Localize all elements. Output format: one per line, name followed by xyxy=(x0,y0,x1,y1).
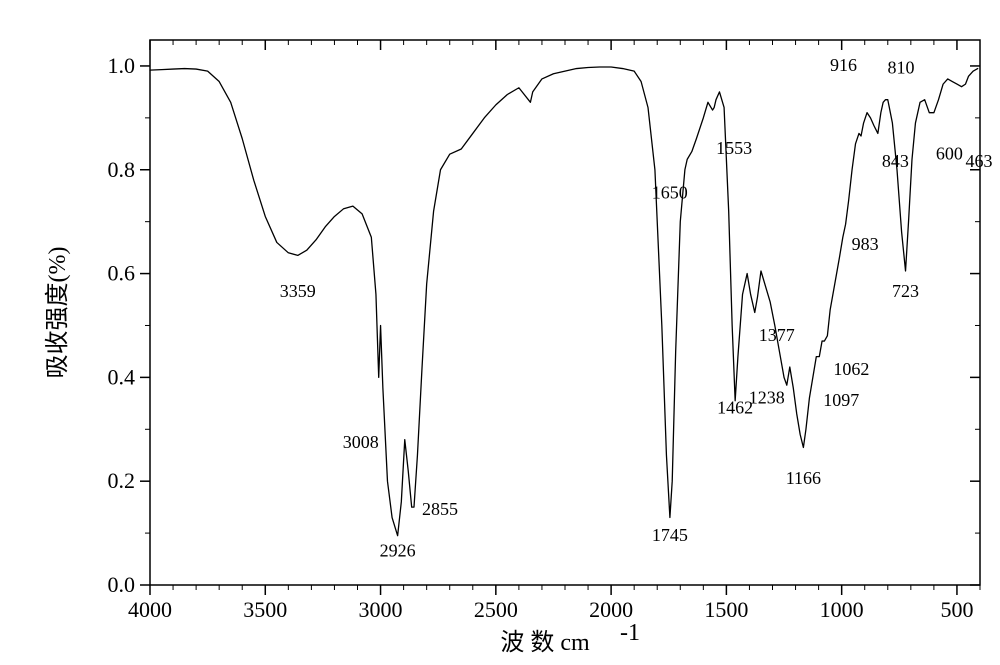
svg-text:1062: 1062 xyxy=(833,359,869,379)
chart-svg: 4000 3500 3000 2500 2000 1500 1000 500 0.0 0.2 0.4… xyxy=(0,0,1000,665)
svg-text:-1: -1 xyxy=(620,620,640,646)
svg-text:2855: 2855 xyxy=(422,499,458,519)
svg-text:1650: 1650 xyxy=(652,182,688,202)
svg-text:3000: 3000 xyxy=(359,597,403,622)
svg-text:1377: 1377 xyxy=(759,325,795,345)
svg-text:0.8: 0.8 xyxy=(108,157,136,182)
svg-text:2926: 2926 xyxy=(380,540,416,560)
svg-text:1462: 1462 xyxy=(717,398,753,418)
svg-text:0.2: 0.2 xyxy=(108,468,136,493)
svg-text:1238: 1238 xyxy=(749,387,785,407)
svg-text:0.0: 0.0 xyxy=(108,572,136,597)
svg-text:0.4: 0.4 xyxy=(108,364,136,389)
svg-text:3008: 3008 xyxy=(343,432,379,452)
svg-text:吸收强度(%): 吸收强度(%) xyxy=(44,247,71,379)
svg-text:1166: 1166 xyxy=(786,468,821,488)
ir-spectrum-chart: 4000 3500 3000 2500 2000 1500 1000 500 0.0 0.2 0.4… xyxy=(0,0,1000,665)
svg-text:3359: 3359 xyxy=(280,281,316,301)
svg-text:1000: 1000 xyxy=(820,597,864,622)
svg-text:600: 600 xyxy=(936,143,963,163)
svg-text:3500: 3500 xyxy=(243,597,287,622)
svg-text:1745: 1745 xyxy=(652,525,688,545)
svg-text:500: 500 xyxy=(940,597,973,622)
svg-text:0.6: 0.6 xyxy=(108,261,136,286)
svg-text:916: 916 xyxy=(830,55,857,75)
svg-text:4000: 4000 xyxy=(128,597,172,622)
svg-text:843: 843 xyxy=(882,151,909,171)
svg-text:2500: 2500 xyxy=(474,597,518,622)
svg-text:波 数 cm: 波 数 cm xyxy=(500,629,590,656)
svg-text:983: 983 xyxy=(852,234,879,254)
svg-text:1500: 1500 xyxy=(704,597,748,622)
svg-text:723: 723 xyxy=(892,281,919,301)
svg-text:1553: 1553 xyxy=(716,138,752,158)
svg-text:463: 463 xyxy=(965,151,992,171)
svg-text:2000: 2000 xyxy=(589,597,633,622)
svg-text:1.0: 1.0 xyxy=(108,53,136,78)
svg-text:810: 810 xyxy=(887,58,914,78)
svg-text:1097: 1097 xyxy=(823,390,859,410)
